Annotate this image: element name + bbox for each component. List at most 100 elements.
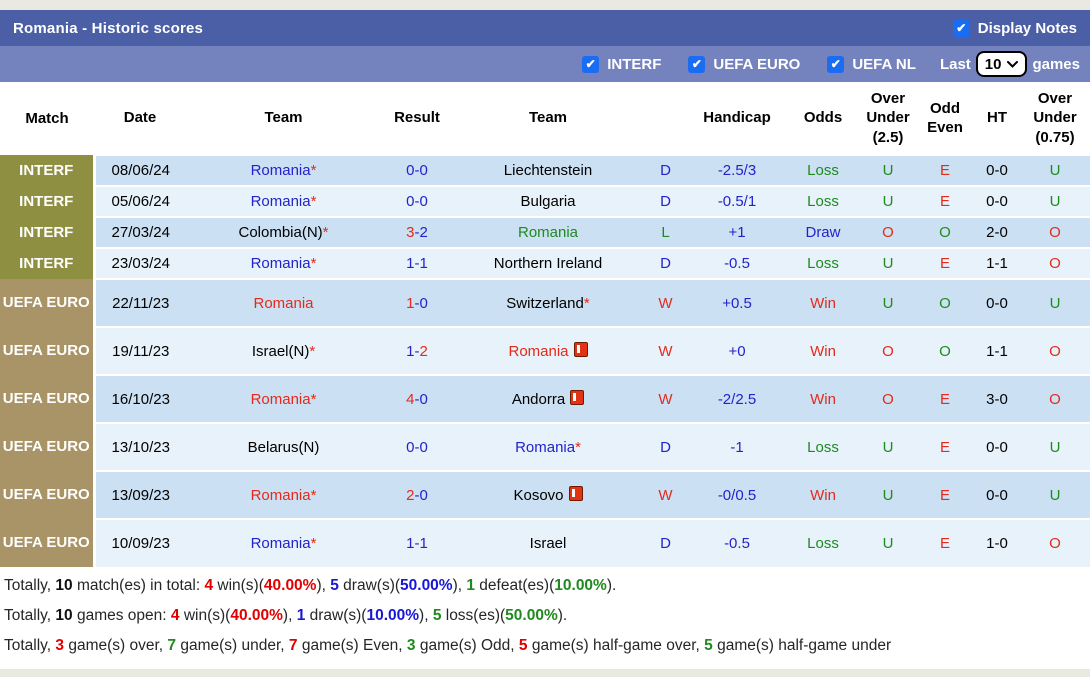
summary-segment: 40.00% — [263, 577, 317, 594]
col-header-team: Team — [453, 82, 643, 155]
table-row: INTERF 27/03/24 Colombia(N)* 3-2 Romania L +1 D… — [0, 216, 1090, 248]
away-score: 1 — [419, 255, 428, 272]
odds-cell: Loss — [786, 185, 860, 217]
score-dash: - — [414, 224, 420, 241]
away-score: 0 — [419, 294, 428, 312]
summary-segment: match(es) in total: — [72, 577, 205, 594]
handicap-cell: -0.5/1 — [688, 185, 786, 217]
team-name[interactable]: Belarus(N) — [247, 438, 320, 456]
summary-line-3: Totally, 3 game(s) over, 7 game(s) under… — [4, 631, 1090, 661]
odds-value: Win — [810, 486, 836, 504]
competition-filters: ✔ INTERF ✔ UEFA EURO ✔ UEFA NL — [555, 55, 916, 73]
odds-value: Win — [810, 390, 836, 408]
away-team-cell: Bulgaria — [453, 185, 643, 217]
table-row: UEFA EURO 13/09/23 Romania* 2-0 Kosovo W -0/0.… — [0, 470, 1090, 519]
result-letter: W — [658, 342, 673, 360]
summary-segment: 5 — [704, 637, 713, 654]
summary-segment: loss(es)( — [441, 607, 506, 624]
team-name[interactable]: Romania — [253, 294, 314, 312]
asterisk-marker: * — [322, 224, 329, 241]
home-score: 0 — [406, 193, 415, 210]
team-name[interactable]: Romania — [250, 390, 311, 408]
odd-even-value: E — [939, 255, 950, 272]
result-letter-cell: W — [643, 278, 688, 327]
filter-uefa-euro-checkbox[interactable]: ✔ — [688, 55, 706, 73]
filter-interf-checkbox[interactable]: ✔ — [582, 55, 600, 73]
team-name[interactable]: Romania — [250, 193, 311, 210]
odds-cell: Loss — [786, 422, 860, 471]
result-letter: W — [658, 390, 673, 408]
team-name[interactable]: Liechtenstein — [503, 162, 593, 179]
score-cell: 1-2 — [381, 326, 453, 375]
odds-value: Loss — [807, 162, 839, 179]
away-score: 0 — [419, 390, 428, 408]
over-under-0-75-cell: O — [1020, 247, 1090, 279]
team-name[interactable]: Colombia(N) — [238, 224, 323, 241]
team-name[interactable]: Northern Ireland — [493, 255, 603, 272]
games-count-value: 10 — [984, 55, 1002, 73]
team-name[interactable]: Israel(N) — [251, 342, 310, 360]
ht-score-cell: 0-0 — [974, 470, 1020, 519]
handicap-value: -0.5/1 — [717, 193, 757, 210]
over-under-2-5-value: O — [882, 342, 894, 360]
team-name[interactable]: Andorra — [511, 391, 566, 408]
over-under-0-75-value: O — [1049, 390, 1061, 408]
team-name[interactable]: Romania — [250, 535, 311, 552]
display-notes-checkbox[interactable]: ✔ — [952, 19, 970, 37]
team-name[interactable]: Kosovo — [513, 487, 564, 504]
home-score: 0 — [406, 438, 415, 456]
team-name[interactable]: Romania — [515, 438, 576, 456]
asterisk-marker: * — [310, 535, 317, 552]
team-name[interactable]: Switzerland — [506, 294, 584, 312]
odd-even-value: E — [939, 535, 950, 552]
score-cell: 0-0 — [381, 185, 453, 217]
summary-segment: 50.00% — [505, 607, 558, 624]
date-cell: 19/11/23 — [94, 326, 186, 375]
over-under-0-75-cell: U — [1020, 278, 1090, 327]
filter-uefa-nl-checkbox[interactable]: ✔ — [827, 55, 845, 73]
team-name[interactable]: Romania — [517, 224, 579, 241]
col-header-result-letter — [643, 82, 688, 155]
table-row: UEFA EURO 13/10/23 Belarus(N) 0-0 Romania* D -… — [0, 422, 1090, 471]
team-name[interactable]: Romania — [250, 255, 311, 272]
team-name[interactable]: Israel — [529, 535, 567, 552]
odds-cell: Draw — [786, 216, 860, 248]
over-under-2-5-cell: U — [860, 247, 916, 279]
summary-segment: 4 — [204, 577, 214, 594]
table-row: UEFA EURO 16/10/23 Romania* 4-0 Andorra W -2/2… — [0, 374, 1090, 423]
over-under-2-5-value: O — [882, 390, 894, 408]
col-header-date: Date — [94, 82, 186, 155]
handicap-cell: -2.5/3 — [688, 154, 786, 186]
result-letter-cell: D — [643, 247, 688, 279]
away-team-cell: Switzerland* — [453, 278, 643, 327]
summary-segment: game(s) under, — [176, 637, 289, 654]
over-under-0-75-value: O — [1049, 535, 1061, 552]
odds-value: Loss — [807, 438, 839, 456]
col-header-over-under-2-5: Over Under (2.5) — [860, 82, 916, 155]
away-team-cell: Andorra — [453, 374, 643, 423]
summary-line-2: Totally, 10 games open: 4 win(s)(40.00%)… — [4, 601, 1090, 631]
ht-score: 1-1 — [986, 342, 1008, 360]
filter-uefa-nl-toggle[interactable]: ✔ UEFA NL — [827, 55, 916, 73]
result-letter: D — [660, 438, 671, 456]
summary-segment: win(s)( — [179, 607, 231, 624]
summary-segment: ). — [606, 577, 617, 594]
filter-interf-toggle[interactable]: ✔ INTERF — [582, 55, 661, 73]
team-name[interactable]: Romania — [250, 486, 311, 504]
games-count-select[interactable]: 10 — [975, 51, 1028, 77]
team-name[interactable]: Romania — [508, 343, 569, 360]
filter-uefa-euro-toggle[interactable]: ✔ UEFA EURO — [688, 55, 800, 73]
result-letter-cell: D — [643, 185, 688, 217]
team-name[interactable]: Bulgaria — [520, 193, 576, 210]
table-row: UEFA EURO 22/11/23 Romania 1-0 Switzerland* W… — [0, 278, 1090, 327]
display-notes-toggle[interactable]: ✔ Display Notes — [952, 19, 1077, 37]
summary-segment: 3 — [55, 637, 65, 654]
competition-cell: INTERF — [0, 155, 96, 186]
red-card-icon — [570, 390, 585, 405]
summary-segment: 10 — [55, 607, 73, 624]
team-name[interactable]: Romania — [250, 162, 311, 179]
handicap-cell: -0.5 — [688, 518, 786, 567]
odds-value: Win — [810, 342, 836, 360]
home-score: 0 — [406, 162, 415, 179]
home-team-cell: Romania* — [186, 154, 381, 186]
